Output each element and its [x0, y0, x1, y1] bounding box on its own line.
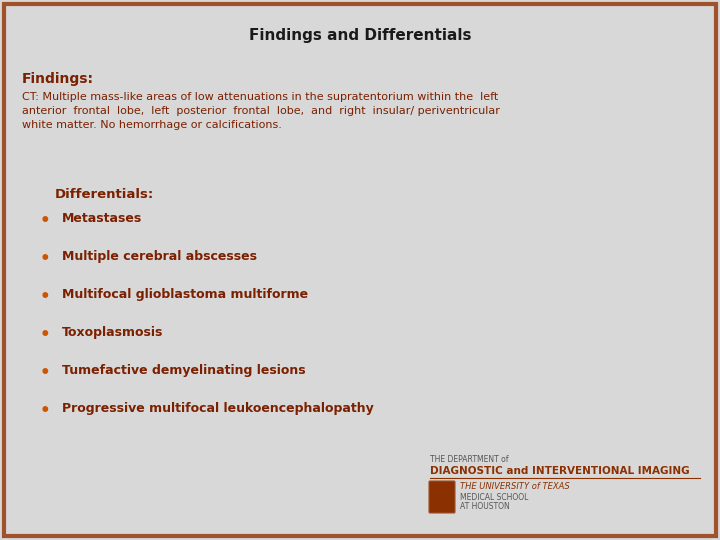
- Text: •: •: [40, 250, 50, 268]
- Text: THE UNIVERSITY of TEXAS: THE UNIVERSITY of TEXAS: [460, 482, 570, 491]
- Text: white matter. No hemorrhage or calcifications.: white matter. No hemorrhage or calcifica…: [22, 120, 282, 130]
- Text: •: •: [40, 364, 50, 382]
- Text: •: •: [40, 288, 50, 306]
- FancyBboxPatch shape: [429, 481, 455, 513]
- Text: Multifocal glioblastoma multiforme: Multifocal glioblastoma multiforme: [62, 288, 308, 301]
- Text: Metastases: Metastases: [62, 212, 143, 225]
- Text: AT HOUSTON: AT HOUSTON: [460, 502, 510, 511]
- Text: Differentials:: Differentials:: [55, 188, 154, 201]
- Text: •: •: [40, 402, 50, 420]
- Text: Multiple cerebral abscesses: Multiple cerebral abscesses: [62, 250, 257, 263]
- Text: Findings and Differentials: Findings and Differentials: [248, 28, 472, 43]
- Text: Toxoplasmosis: Toxoplasmosis: [62, 326, 163, 339]
- Text: Progressive multifocal leukoencephalopathy: Progressive multifocal leukoencephalopat…: [62, 402, 374, 415]
- Text: •: •: [40, 326, 50, 344]
- Text: Tumefactive demyelinating lesions: Tumefactive demyelinating lesions: [62, 364, 305, 377]
- Text: MEDICAL SCHOOL: MEDICAL SCHOOL: [460, 493, 528, 502]
- Text: CT: Multiple mass-like areas of low attenuations in the supratentorium within th: CT: Multiple mass-like areas of low atte…: [22, 92, 498, 102]
- Text: anterior  frontal  lobe,  left  posterior  frontal  lobe,  and  right  insular/ : anterior frontal lobe, left posterior fr…: [22, 106, 500, 116]
- Text: Findings:: Findings:: [22, 72, 94, 86]
- Text: THE DEPARTMENT of: THE DEPARTMENT of: [430, 455, 508, 464]
- Text: •: •: [40, 212, 50, 230]
- Text: DIAGNOSTIC and INTERVENTIONAL IMAGING: DIAGNOSTIC and INTERVENTIONAL IMAGING: [430, 466, 690, 476]
